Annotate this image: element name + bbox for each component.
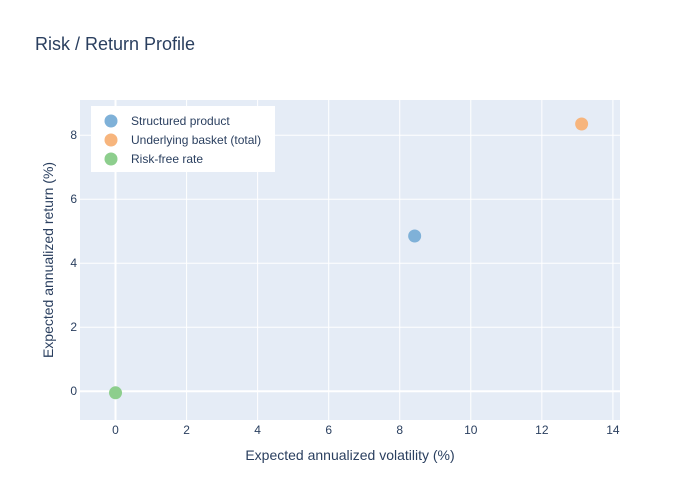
y-tick-label: 4 — [70, 256, 77, 270]
x-tick-label: 10 — [464, 423, 478, 437]
x-tick-label: 8 — [396, 423, 403, 437]
x-axis-ticks: 0 2 4 6 8 10 12 14 — [112, 423, 620, 437]
x-tick-label: 14 — [606, 423, 620, 437]
y-tick-label: 6 — [70, 192, 77, 206]
data-point — [575, 117, 589, 131]
legend-marker — [104, 133, 118, 147]
legend-box — [91, 106, 275, 172]
y-tick-label: 8 — [70, 128, 77, 142]
legend: Structured product Underlying basket (tot… — [91, 106, 275, 172]
y-axis-ticks: 0 2 4 6 8 — [70, 128, 77, 398]
chart-title: Risk / Return Profile — [35, 34, 195, 54]
y-tick-label: 0 — [70, 384, 77, 398]
data-point — [109, 386, 123, 400]
legend-label: Risk-free rate — [131, 152, 203, 166]
x-tick-label: 4 — [254, 423, 261, 437]
data-point — [408, 229, 422, 243]
x-axis-title: Expected annualized volatility (%) — [245, 447, 454, 463]
y-axis-title: Expected annualized return (%) — [40, 162, 56, 358]
x-tick-label: 12 — [535, 423, 549, 437]
y-tick-label: 2 — [70, 320, 77, 334]
data-points — [109, 117, 589, 400]
x-tick-label: 2 — [183, 423, 190, 437]
legend-label: Underlying basket (total) — [131, 133, 261, 147]
x-tick-label: 0 — [112, 423, 119, 437]
x-tick-label: 6 — [325, 423, 332, 437]
legend-label: Structured product — [131, 114, 230, 128]
legend-marker — [104, 114, 118, 128]
legend-marker — [104, 152, 118, 166]
